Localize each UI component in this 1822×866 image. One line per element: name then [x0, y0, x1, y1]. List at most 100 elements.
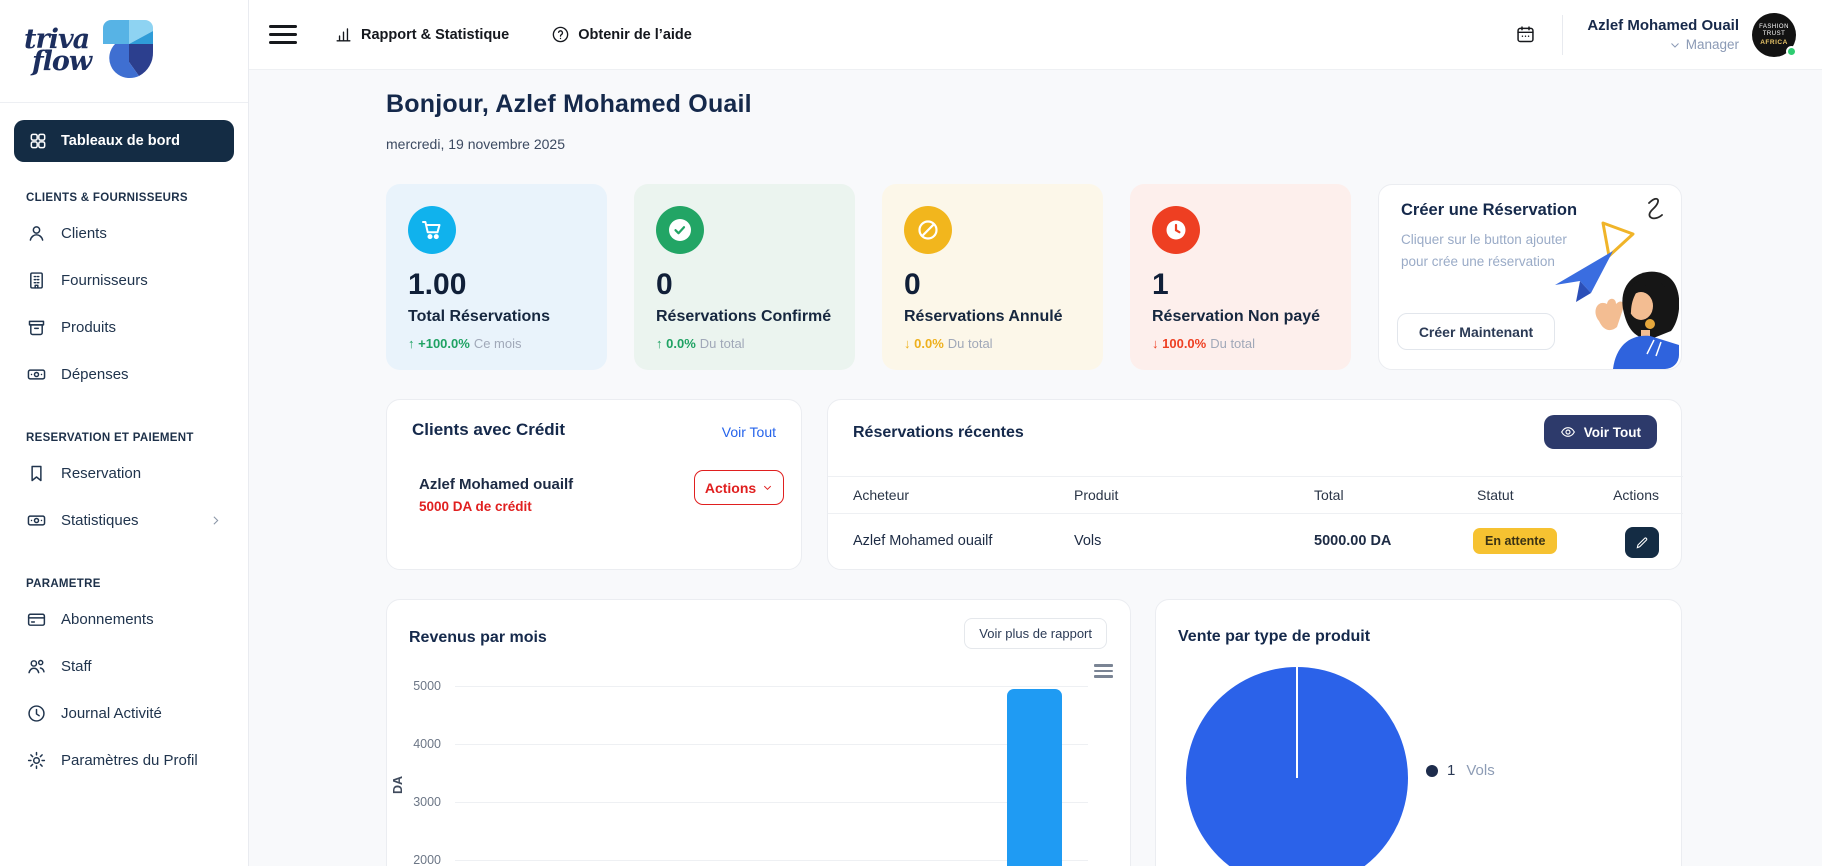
clock-icon — [26, 703, 47, 724]
sidebar-item-reservation[interactable]: Reservation — [0, 450, 248, 497]
sidebar-item-statistiques[interactable]: Statistiques — [0, 497, 248, 544]
brand-drop-icon — [101, 18, 155, 85]
sidebar-item-label: Produits — [61, 319, 116, 336]
stat-card-reservations-annule: 0 Réservations Annulé ↓ 0.0%Du total — [882, 184, 1103, 370]
topbar: Rapport & Statistique Obtenir de l’aide … — [249, 0, 1822, 70]
sidebar-item-label: Statistiques — [61, 512, 139, 529]
clients-credit-title: Clients avec Crédit — [412, 420, 565, 440]
legend-dot-icon — [1426, 765, 1438, 777]
chart-menu-icon[interactable] — [1094, 664, 1113, 681]
arrow-down-icon: ↓ — [1152, 336, 1159, 351]
client-actions-button[interactable]: Actions — [694, 470, 784, 505]
chevron-down-icon — [1669, 39, 1681, 51]
recent-voir-tout-button[interactable]: Voir Tout — [1544, 415, 1657, 449]
sidebar-item-parametres-profil[interactable]: Paramètres du Profil — [0, 737, 248, 784]
chevron-down-icon — [762, 482, 773, 493]
gridline — [455, 686, 1088, 687]
create-reservation-card: Créer une Réservation Cliquer sur le but… — [1378, 184, 1682, 370]
cancel-icon — [904, 206, 952, 254]
avatar[interactable]: FASHION TRUST AFRICA — [1752, 13, 1796, 57]
credit-card-icon — [26, 609, 47, 630]
gridline — [455, 802, 1088, 803]
stat-card-reservations-confirme: 0 Réservations Confirmé ↑ 0.0%Du total — [634, 184, 855, 370]
edit-button[interactable] — [1625, 527, 1659, 558]
report-statistique-link[interactable]: Rapport & Statistique — [334, 25, 509, 44]
sidebar-section-reservation-paiement: RESERVATION ET PAIEMENT — [26, 432, 222, 444]
status-badge: En attente — [1473, 528, 1557, 554]
clients-credit-card: Clients avec Crédit Voir Tout Azlef Moha… — [386, 399, 802, 570]
sidebar-item-label: Tableaux de bord — [61, 133, 180, 149]
y-tick-5000: 5000 — [395, 679, 441, 693]
topbar-right: Azlef Mohamed Ouail Manager FASHION TRUS… — [1515, 13, 1822, 57]
sidebar-item-label: Abonnements — [61, 611, 154, 628]
sidebar-item-produits[interactable]: Produits — [0, 304, 248, 351]
revenue-bar-november[interactable] — [1007, 689, 1062, 866]
gear-icon — [26, 750, 47, 771]
table-header-row: Acheteur Produit Total Statut Actions — [828, 476, 1683, 514]
user-menu[interactable]: Azlef Mohamed Ouail Manager — [1587, 17, 1739, 52]
sales-pie-title: Vente par type de produit — [1178, 628, 1370, 646]
sidebar-item-fournisseurs[interactable]: Fournisseurs — [0, 257, 248, 304]
gridline — [455, 860, 1088, 861]
sidebar-item-depenses[interactable]: Dépenses — [0, 351, 248, 398]
legend-value: 1 — [1447, 762, 1455, 779]
app-window: triva flow Tableaux de bord CLIENTS & FO… — [0, 0, 1822, 866]
topbar-divider — [1562, 15, 1563, 55]
check-circle-icon — [656, 206, 704, 254]
legend-label: Vols — [1466, 762, 1494, 779]
sidebar-item-label: Journal Activité — [61, 705, 162, 722]
reservation-illustration — [1503, 189, 1679, 369]
dashboard-grid-icon — [28, 131, 49, 152]
sidebar-item-abonnements[interactable]: Abonnements — [0, 596, 248, 643]
more-report-button[interactable]: Voir plus de rapport — [964, 618, 1107, 649]
row-acheteur: Azlef Mohamed ouailf — [853, 533, 992, 549]
pencil-icon — [1635, 536, 1649, 550]
table-row: Azlef Mohamed ouailf Vols 5000.00 DA En … — [828, 514, 1683, 571]
sidebar-item-journal-activite[interactable]: Journal Activité — [0, 690, 248, 737]
arrow-down-icon: ↓ — [904, 336, 911, 351]
pie-slice-divider — [1296, 667, 1298, 778]
column-header-actions: Actions — [1613, 487, 1659, 503]
sidebar-item-label: Reservation — [61, 465, 141, 482]
stat-card-total-reservations: 1.00 Total Réservations ↑ +100.0%Ce mois — [386, 184, 607, 370]
sidebar-item-staff[interactable]: Staff — [0, 643, 248, 690]
brand-wordmark: triva flow — [24, 29, 91, 73]
calendar-icon[interactable] — [1515, 24, 1536, 45]
y-tick-2000: 2000 — [395, 853, 441, 866]
sidebar-section-parametre: PARAMETRE — [26, 578, 222, 590]
online-status-dot — [1786, 46, 1797, 57]
building-icon — [26, 270, 47, 291]
revenue-chart-title: Revenus par mois — [409, 629, 547, 647]
client-credit-amount: 5000 DA de crédit — [419, 499, 532, 514]
help-icon — [551, 25, 570, 44]
pie-legend: 1 Vols — [1426, 762, 1495, 779]
column-header-acheteur: Acheteur — [853, 487, 909, 503]
sidebar-item-clients[interactable]: Clients — [0, 210, 248, 257]
box-icon — [26, 317, 47, 338]
bookmark-icon — [26, 463, 47, 484]
sidebar-item-label: Clients — [61, 225, 107, 242]
arrow-up-icon: ↑ — [656, 336, 663, 351]
page-title: Bonjour, Azlef Mohamed Ouail — [386, 90, 752, 119]
user-role-label: Manager — [1686, 37, 1739, 52]
bar-chart-icon — [334, 25, 353, 44]
page-date: mercredi, 19 novembre 2025 — [386, 136, 565, 152]
user-icon — [26, 223, 47, 244]
arrow-up-icon: ↑ — [408, 336, 415, 351]
column-header-statut: Statut — [1477, 487, 1514, 503]
clock-icon — [1152, 206, 1200, 254]
sidebar-item-label: Staff — [61, 658, 92, 675]
revenue-chart-card: Revenus par mois Voir plus de rapport 50… — [386, 599, 1131, 866]
stat-card-reservation-non-paye: 1 Réservation Non payé ↓ 100.0%Du total — [1130, 184, 1351, 370]
sidebar-section-clients-fournisseurs: CLIENTS & FOURNISSEURS — [26, 192, 222, 204]
y-axis-label: DA — [391, 776, 405, 794]
row-produit: Vols — [1074, 533, 1101, 549]
help-link[interactable]: Obtenir de l’aide — [551, 25, 692, 44]
row-total: 5000.00 DA — [1314, 533, 1391, 549]
sidebar-item-dashboard[interactable]: Tableaux de bord — [14, 120, 234, 162]
brand-logo[interactable]: triva flow — [0, 0, 248, 103]
staff-icon — [26, 656, 47, 677]
credit-voir-tout-link[interactable]: Voir Tout — [722, 424, 776, 440]
eye-icon — [1560, 424, 1576, 440]
menu-icon[interactable] — [269, 25, 297, 44]
